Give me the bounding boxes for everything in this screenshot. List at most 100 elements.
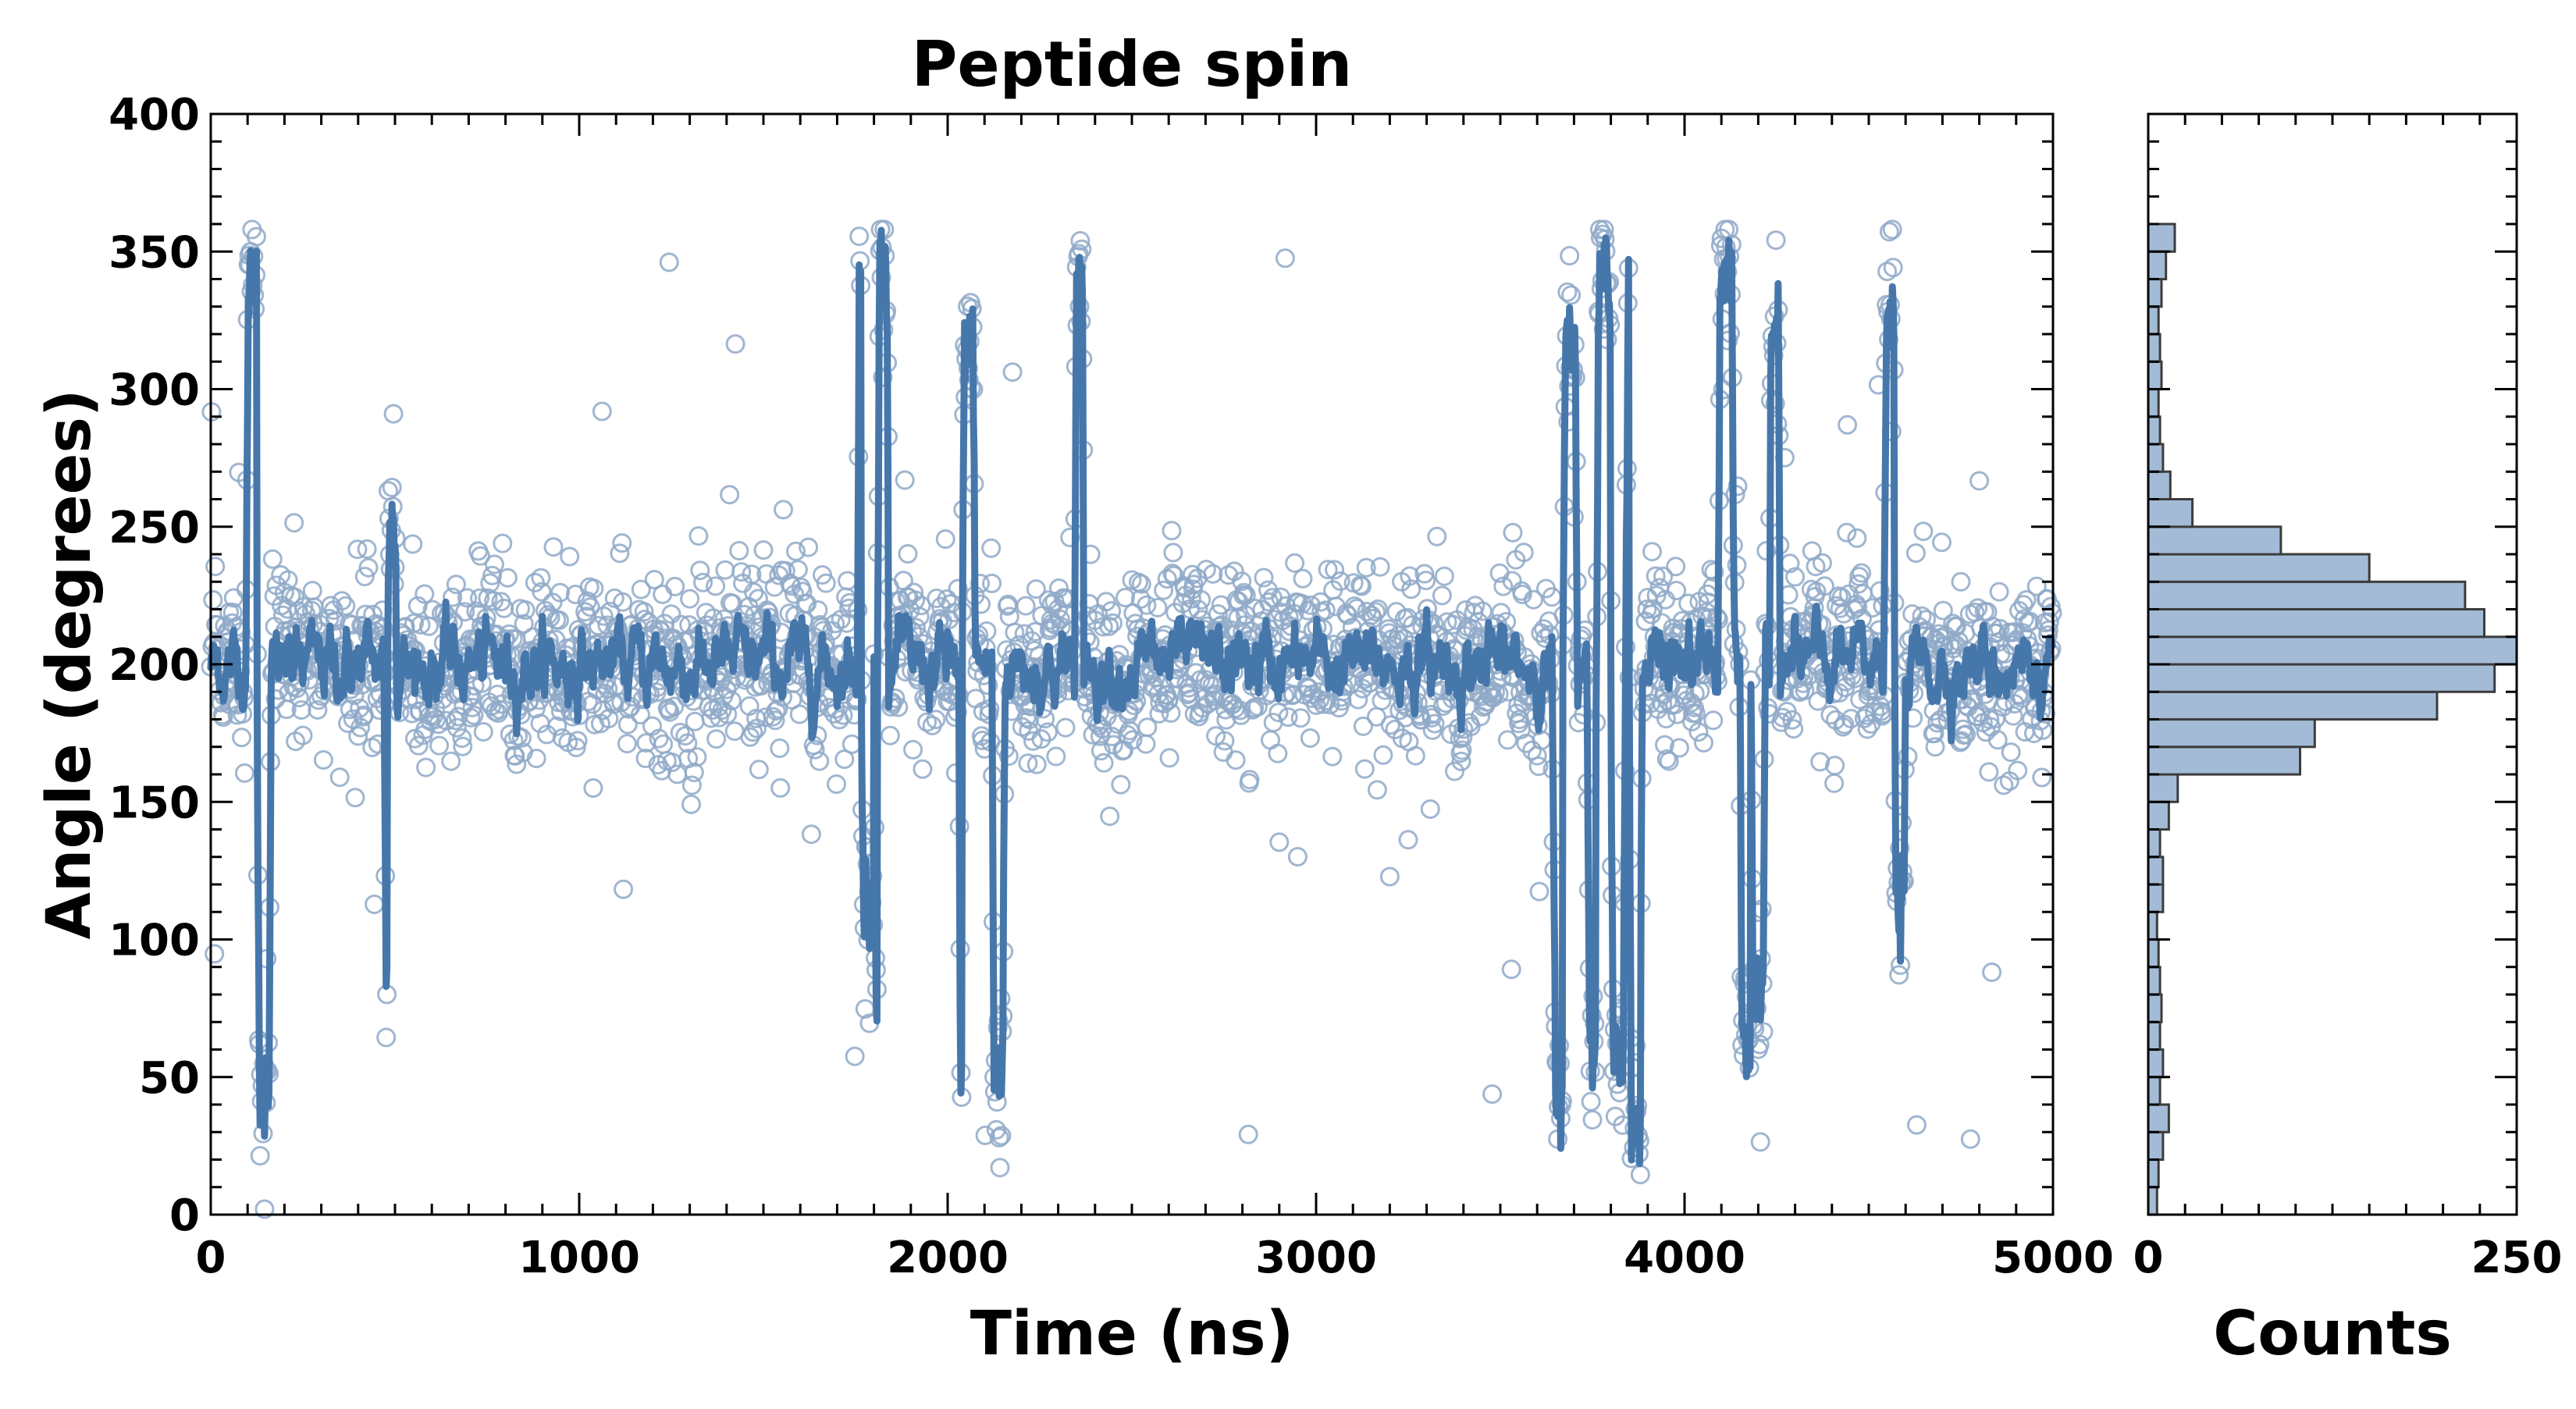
data-point	[681, 794, 701, 814]
data-point	[480, 573, 500, 593]
histogram-bar	[2147, 828, 2161, 859]
histogram-bar	[2147, 608, 2485, 639]
data-point	[436, 710, 457, 731]
histogram-x-tick-label: 250	[2471, 1233, 2563, 1283]
data-point	[659, 252, 679, 272]
data-point	[721, 691, 742, 711]
data-point	[706, 576, 726, 596]
y-axis-title: Angle (degrees)	[34, 389, 105, 939]
y-tick-label: 250	[109, 503, 200, 553]
histogram-bar	[2147, 250, 2168, 281]
data-point	[336, 596, 356, 616]
data-point	[614, 879, 634, 899]
data-point	[332, 591, 352, 611]
data-point	[774, 500, 793, 520]
data-point	[681, 775, 702, 795]
histogram-bar	[2147, 856, 2165, 886]
histogram-bar	[2147, 993, 2163, 1023]
data-point	[470, 588, 490, 608]
data-point	[232, 728, 252, 748]
data-point	[649, 728, 669, 749]
data-point	[781, 576, 802, 596]
data-point	[429, 735, 450, 756]
histogram-bar	[2147, 360, 2163, 391]
data-point	[550, 582, 570, 603]
data-point	[706, 729, 727, 749]
data-point	[254, 1199, 275, 1219]
data-point	[568, 731, 588, 751]
data-point	[617, 734, 637, 754]
data-point	[493, 533, 513, 553]
data-point	[446, 575, 466, 595]
histogram-bar	[2147, 1130, 2165, 1162]
x-tick-label: 5000	[1992, 1233, 2114, 1283]
data-point	[526, 749, 546, 769]
histogram-bar	[2147, 663, 2496, 693]
data-point	[797, 593, 817, 614]
histogram-bar	[2147, 278, 2163, 308]
data-point	[462, 697, 482, 717]
data-point	[452, 728, 472, 749]
histogram-bar	[2147, 690, 2439, 721]
x-tick-label: 4000	[1624, 1233, 1745, 1283]
histogram-bar	[2147, 1076, 2161, 1106]
data-point	[383, 404, 404, 424]
histogram-bar	[2147, 773, 2179, 803]
data-point	[376, 1027, 397, 1048]
y-tick-label: 300	[109, 365, 200, 416]
x-tick-label: 1000	[518, 1233, 640, 1283]
data-point	[688, 526, 709, 546]
data-point	[792, 582, 813, 602]
histogram-bar	[2147, 938, 2160, 969]
data-point	[313, 750, 333, 770]
histogram-bar	[2147, 580, 2467, 610]
data-point	[584, 578, 604, 599]
data-point	[600, 601, 621, 621]
data-point	[550, 701, 571, 721]
data-point	[531, 568, 551, 588]
data-point	[464, 705, 484, 725]
histogram-bar	[2147, 333, 2161, 363]
data-point	[687, 747, 707, 767]
data-point	[453, 736, 473, 756]
data-point	[693, 572, 713, 592]
data-point	[809, 751, 830, 771]
data-point	[753, 540, 774, 560]
data-point	[222, 603, 243, 623]
data-point	[532, 582, 552, 602]
data-point	[382, 478, 402, 497]
data-point	[347, 539, 368, 560]
data-point	[482, 565, 503, 585]
data-point	[580, 597, 600, 617]
data-point	[350, 717, 371, 738]
data-point	[661, 604, 681, 624]
y-tick-label: 400	[109, 90, 200, 141]
histogram-bar	[2147, 415, 2161, 446]
data-point	[552, 728, 572, 748]
y-tick-label: 150	[109, 777, 200, 828]
histogram-bar	[2147, 745, 2301, 776]
y-tick-label: 100	[109, 916, 200, 966]
data-point	[725, 334, 745, 354]
histogram-bar	[2147, 1020, 2161, 1051]
data-point	[770, 738, 790, 758]
data-point	[403, 534, 423, 554]
data-point	[471, 546, 490, 566]
data-point	[507, 754, 527, 774]
histogram-bar	[2147, 553, 2371, 583]
data-point	[664, 696, 685, 717]
data-point	[805, 739, 825, 760]
data-point	[560, 546, 580, 567]
data-point	[690, 560, 710, 581]
data-point	[461, 707, 481, 728]
data-point	[415, 584, 435, 604]
data-point	[644, 570, 664, 589]
histogram-bar	[2147, 1186, 2158, 1216]
data-point	[566, 738, 586, 757]
histogram-bar	[2147, 966, 2161, 996]
histogram-bar	[2147, 443, 2165, 473]
data-point	[284, 513, 304, 533]
data-point	[289, 688, 309, 708]
data-point	[786, 541, 806, 561]
